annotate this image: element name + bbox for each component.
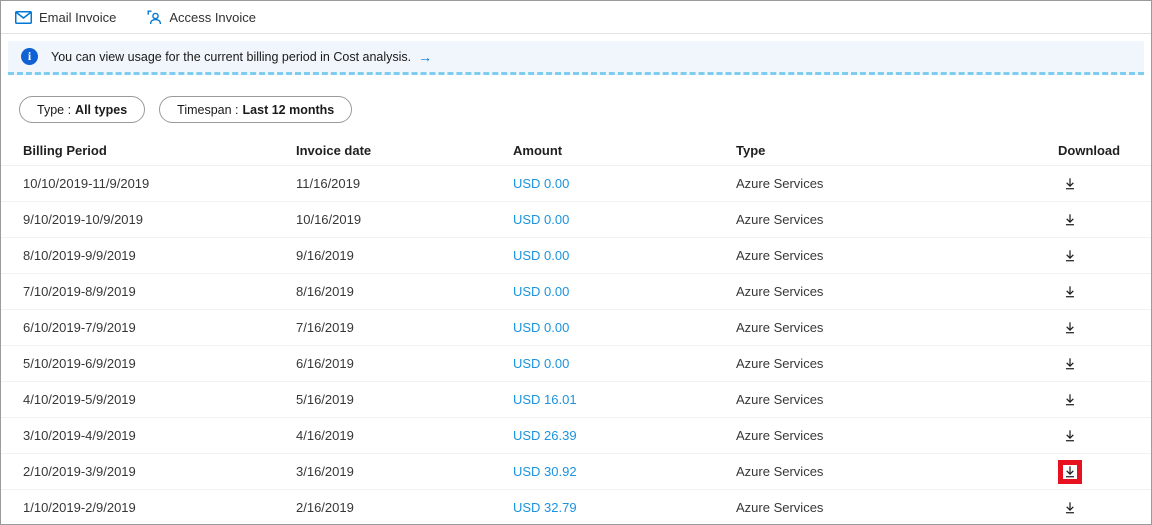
table-row: 1/10/2019-2/9/2019 2/16/2019 USD 32.79 A… (1, 490, 1151, 524)
amount-link[interactable]: USD 0.00 (513, 212, 570, 227)
type-cell: Azure Services (736, 428, 824, 443)
arrow-right-icon[interactable]: → (418, 48, 433, 65)
invoice-date-cell: 6/16/2019 (296, 356, 354, 371)
amount-link[interactable]: USD 30.92 (513, 464, 577, 479)
type-cell: Azure Services (736, 248, 824, 263)
invoice-date-cell: 4/16/2019 (296, 428, 354, 443)
download-icon (1065, 357, 1075, 369)
download-button[interactable] (1058, 496, 1082, 520)
amount-link[interactable]: USD 0.00 (513, 356, 570, 371)
billing-period-cell: 10/10/2019-11/9/2019 (23, 176, 150, 191)
download-icon (1065, 393, 1075, 405)
column-header-amount: Amount (513, 142, 563, 158)
invoice-date-cell: 8/16/2019 (296, 284, 354, 299)
amount-link[interactable]: USD 16.01 (513, 392, 577, 407)
column-header-download: Download (1058, 142, 1121, 158)
amount-link[interactable]: USD 0.00 (513, 248, 570, 263)
type-cell: Azure Services (736, 500, 824, 515)
download-button[interactable] (1058, 352, 1082, 376)
amount-link[interactable]: USD 0.00 (513, 320, 570, 335)
table-body: 10/10/2019-11/9/2019 11/16/2019 USD 0.00… (1, 166, 1151, 524)
invoice-date-cell: 9/16/2019 (296, 248, 354, 263)
download-button[interactable] (1058, 208, 1082, 232)
email-invoice-label: Email Invoice (39, 9, 117, 25)
invoice-date-cell: 5/16/2019 (296, 392, 354, 407)
billing-period-cell: 7/10/2019-8/9/2019 (23, 284, 136, 299)
download-button[interactable] (1058, 424, 1082, 448)
download-icon (1065, 249, 1075, 261)
billing-period-cell: 5/10/2019-6/9/2019 (23, 356, 136, 371)
download-button[interactable] (1058, 172, 1082, 196)
filter-bar: Type : All types Timespan : Last 12 mont… (1, 96, 1151, 123)
table-row: 4/10/2019-5/9/2019 5/16/2019 USD 16.01 A… (1, 382, 1151, 418)
download-icon (1065, 285, 1075, 297)
type-filter-label: Type : (37, 102, 72, 117)
billing-period-cell: 9/10/2019-10/9/2019 (23, 212, 143, 227)
invoice-date-cell: 3/16/2019 (296, 464, 354, 479)
download-button[interactable] (1058, 280, 1082, 304)
amount-link[interactable]: USD 32.79 (513, 500, 577, 515)
download-icon (1065, 429, 1075, 441)
billing-period-cell: 3/10/2019-4/9/2019 (23, 428, 136, 443)
email-icon (15, 10, 32, 24)
timespan-filter-pill[interactable]: Timespan : Last 12 months (159, 96, 353, 123)
billing-period-cell: 6/10/2019-7/9/2019 (23, 320, 136, 335)
timespan-filter-label: Timespan : (177, 102, 239, 117)
type-cell: Azure Services (736, 284, 824, 299)
amount-link[interactable]: USD 0.00 (513, 176, 570, 191)
table-row: 3/10/2019-4/9/2019 4/16/2019 USD 26.39 A… (1, 418, 1151, 454)
type-cell: Azure Services (736, 356, 824, 371)
download-button[interactable] (1058, 244, 1082, 268)
download-button[interactable] (1058, 388, 1082, 412)
type-cell: Azure Services (736, 392, 824, 407)
timespan-filter-value: Last 12 months (242, 102, 335, 117)
download-button[interactable] (1058, 459, 1082, 484)
billing-period-cell: 2/10/2019-3/9/2019 (23, 464, 136, 479)
table-header-row: Billing Period Invoice date Amount Type … (1, 135, 1151, 166)
table-row: 2/10/2019-3/9/2019 3/16/2019 USD 30.92 A… (1, 454, 1151, 490)
email-invoice-button[interactable]: Email Invoice (15, 10, 116, 25)
table-row: 9/10/2019-10/9/2019 10/16/2019 USD 0.00 … (1, 202, 1151, 238)
type-filter-value: All types (75, 102, 128, 117)
type-filter-pill[interactable]: Type : All types (19, 96, 146, 123)
access-invoice-label: Access Invoice (169, 9, 257, 25)
billing-period-cell: 1/10/2019-2/9/2019 (23, 500, 136, 515)
toolbar: Email Invoice Access Invoice (1, 1, 1151, 34)
type-cell: Azure Services (736, 464, 824, 479)
table-row: 7/10/2019-8/9/2019 8/16/2019 USD 0.00 Az… (1, 274, 1151, 310)
people-icon (146, 10, 162, 25)
table-row: 6/10/2019-7/9/2019 7/16/2019 USD 0.00 Az… (1, 310, 1151, 346)
download-icon (1065, 321, 1075, 333)
invoice-date-cell: 10/16/2019 (296, 212, 362, 227)
invoice-date-cell: 7/16/2019 (296, 320, 354, 335)
billing-period-cell: 4/10/2019-5/9/2019 (23, 392, 136, 407)
type-cell: Azure Services (736, 320, 824, 335)
table-row: 8/10/2019-9/9/2019 9/16/2019 USD 0.00 Az… (1, 238, 1151, 274)
type-cell: Azure Services (736, 176, 824, 191)
info-icon: i (21, 48, 38, 65)
billing-period-cell: 8/10/2019-9/9/2019 (23, 248, 136, 263)
amount-link[interactable]: USD 26.39 (513, 428, 577, 443)
download-icon (1065, 465, 1075, 477)
info-banner[interactable]: i You can view usage for the current bil… (8, 41, 1144, 75)
invoice-date-cell: 2/16/2019 (296, 500, 354, 515)
table-row: 10/10/2019-11/9/2019 11/16/2019 USD 0.00… (1, 166, 1151, 202)
access-invoice-button[interactable]: Access Invoice (146, 10, 256, 25)
download-icon (1065, 177, 1075, 189)
type-cell: Azure Services (736, 212, 824, 227)
column-header-billing-period: Billing Period (23, 142, 107, 158)
table-row: 5/10/2019-6/9/2019 6/16/2019 USD 0.00 Az… (1, 346, 1151, 382)
download-button[interactable] (1058, 316, 1082, 340)
invoice-date-cell: 11/16/2019 (296, 176, 361, 191)
amount-link[interactable]: USD 0.00 (513, 284, 570, 299)
invoices-table: Billing Period Invoice date Amount Type … (1, 135, 1151, 524)
download-icon (1065, 501, 1075, 513)
column-header-invoice-date: Invoice date (296, 142, 372, 158)
download-icon (1065, 213, 1075, 225)
column-header-type: Type (736, 142, 766, 158)
banner-message: You can view usage for the current billi… (51, 49, 412, 64)
